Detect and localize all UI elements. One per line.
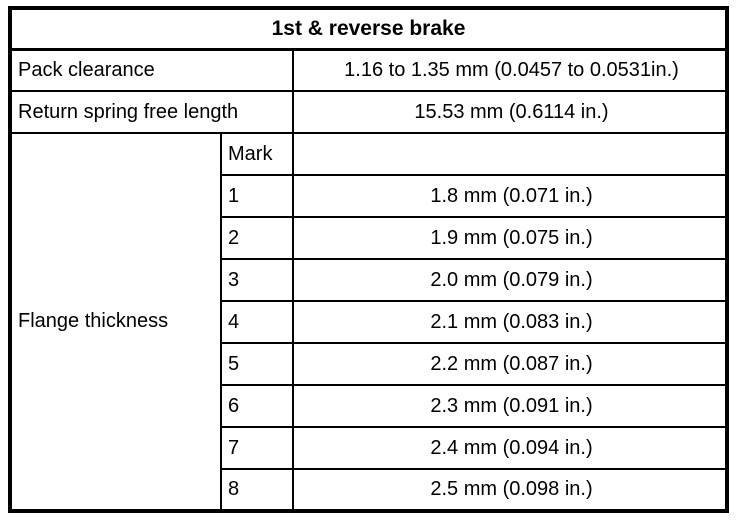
pack-clearance-label: Pack clearance	[9, 48, 294, 92]
table-row: 4 2.1 mm (0.083 in.)	[10, 300, 728, 344]
mark-value: 2.5 mm (0.098 in.)	[292, 468, 728, 512]
table-row: 7 2.4 mm (0.094 in.)	[10, 426, 728, 470]
mark-number: 7	[220, 426, 294, 470]
mark-number: 5	[220, 342, 294, 386]
mark-number: 3	[220, 258, 294, 302]
flange-thickness-label: Flange thickness	[9, 132, 222, 512]
table-row: 5 2.2 mm (0.087 in.)	[10, 342, 728, 386]
table-title: 1st & reverse brake	[9, 7, 728, 51]
mark-header: Mark	[220, 132, 294, 176]
mark-value: 2.4 mm (0.094 in.)	[292, 426, 728, 470]
mark-value: 2.2 mm (0.087 in.)	[292, 342, 728, 386]
table-row: 8 2.5 mm (0.098 in.)	[10, 468, 728, 512]
table-row: Pack clearance 1.16 to 1.35 mm (0.0457 t…	[9, 48, 728, 92]
mark-number: 4	[220, 300, 294, 344]
mark-value: 1.8 mm (0.071 in.)	[292, 174, 728, 218]
table-row: Flange thickness Mark	[9, 132, 728, 512]
mark-value: 1.9 mm (0.075 in.)	[292, 216, 728, 260]
mark-number: 2	[220, 216, 294, 260]
mark-number: 8	[220, 468, 294, 512]
table-row: 1st & reverse brake	[9, 7, 728, 51]
table-row: 1 1.8 mm (0.071 in.)	[10, 174, 728, 218]
return-spring-free-length-label: Return spring free length	[9, 90, 294, 134]
pack-clearance-value: 1.16 to 1.35 mm (0.0457 to 0.0531in.)	[292, 48, 728, 92]
table-row: 3 2.0 mm (0.079 in.)	[10, 258, 728, 302]
mark-header-value	[292, 132, 728, 176]
table-row: Return spring free length 15.53 mm (0.61…	[9, 90, 728, 134]
mark-value: 2.0 mm (0.079 in.)	[292, 258, 728, 302]
mark-number: 1	[220, 174, 294, 218]
table-row: 6 2.3 mm (0.091 in.)	[10, 384, 728, 428]
brake-spec-table: 1st & reverse brake Pack clearance 1.16 …	[8, 6, 729, 513]
mark-number: 6	[220, 384, 294, 428]
table-row: 2 1.9 mm (0.075 in.)	[10, 216, 728, 260]
mark-value: 2.3 mm (0.091 in.)	[292, 384, 728, 428]
return-spring-free-length-value: 15.53 mm (0.6114 in.)	[292, 90, 728, 134]
mark-value: 2.1 mm (0.083 in.)	[292, 300, 728, 344]
